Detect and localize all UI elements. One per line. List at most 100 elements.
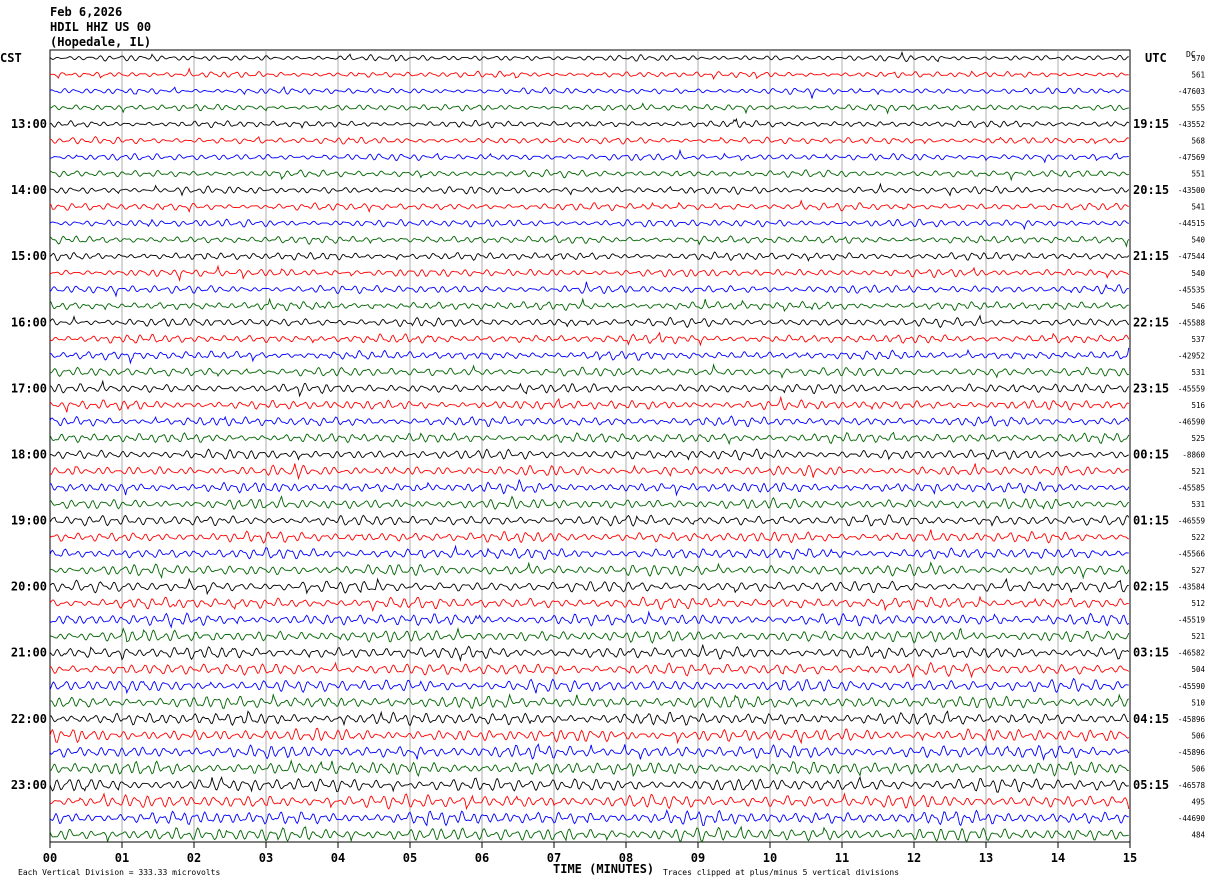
dc-offset-label: 568	[1191, 137, 1205, 146]
x-tick-label: 14	[1051, 851, 1065, 865]
trace-line	[49, 182, 1130, 197]
dc-offset-label: 555	[1191, 104, 1205, 113]
x-tick-label: 00	[43, 851, 57, 865]
dc-offset-label: 540	[1191, 269, 1205, 278]
dc-offset-label: 525	[1191, 434, 1205, 443]
dc-offset-label: 504	[1191, 665, 1205, 674]
scale-note: Each Vertical Division = 333.33 microvol…	[18, 868, 221, 877]
trace-line	[49, 661, 1130, 679]
trace-line	[49, 67, 1129, 80]
dc-offset-label: -45566	[1178, 550, 1206, 559]
trace-line	[49, 529, 1130, 544]
station-label: HDIL HHZ US 00	[50, 20, 152, 34]
trace-line	[49, 561, 1130, 580]
utc-hour-label: 02:15	[1133, 580, 1169, 594]
utc-hour-label: 23:15	[1133, 381, 1169, 395]
trace-line	[49, 395, 1130, 413]
cst-hour-label: 23:00	[11, 778, 47, 792]
dc-offset-label: 531	[1191, 500, 1205, 509]
x-tick-label: 05	[403, 851, 417, 865]
dc-offset-label: -43584	[1178, 583, 1206, 592]
utc-hour-label: 20:15	[1133, 183, 1169, 197]
trace-line	[49, 626, 1130, 644]
cst-hour-label: 18:00	[11, 447, 47, 461]
trace-line	[49, 331, 1130, 347]
trace-line	[49, 431, 1130, 446]
trace-line	[49, 102, 1129, 115]
trace-line	[49, 775, 1129, 794]
dc-offset-label: -43552	[1178, 120, 1205, 129]
dc-offset-label: 527	[1191, 566, 1205, 575]
dc-offset-label: -45588	[1178, 318, 1206, 327]
trace-line	[49, 235, 1130, 248]
dc-offset-header: DC	[1186, 50, 1196, 59]
trace-line	[49, 693, 1130, 709]
x-tick-label: 11	[835, 851, 849, 865]
trace-line	[49, 199, 1129, 214]
dc-offset-label: 506	[1191, 764, 1205, 773]
cst-hour-label: 15:00	[11, 249, 47, 263]
utc-hour-label: 22:15	[1133, 315, 1169, 329]
trace-line	[49, 595, 1129, 613]
dc-offset-label: 521	[1191, 467, 1205, 476]
trace-line	[49, 825, 1129, 843]
dc-offset-label: 537	[1191, 335, 1205, 344]
dc-offset-label: -47603	[1178, 87, 1205, 96]
x-tick-label: 06	[475, 851, 489, 865]
utc-hour-label: 19:15	[1133, 117, 1169, 131]
trace-line	[49, 495, 1130, 510]
x-tick-label: 13	[979, 851, 993, 865]
trace-line	[49, 363, 1129, 379]
trace-line	[49, 135, 1129, 145]
trace-line	[49, 677, 1129, 695]
trace-line	[49, 514, 1130, 527]
dc-offset-label: -45896	[1178, 715, 1206, 724]
x-tick-label: 02	[187, 851, 201, 865]
trace-line	[49, 710, 1129, 727]
cst-hour-label: 17:00	[11, 381, 47, 395]
cst-hour-label: 14:00	[11, 183, 47, 197]
dc-offset-label: -8860	[1182, 450, 1205, 459]
dc-offset-label: 546	[1191, 302, 1205, 311]
dc-offset-label: 570	[1191, 54, 1205, 63]
dc-offset-label: -42952	[1178, 351, 1205, 360]
x-tick-label: 08	[619, 851, 633, 865]
trace-line	[49, 347, 1130, 365]
x-tick-label: 10	[763, 851, 777, 865]
cst-hour-label: 21:00	[11, 646, 47, 660]
dc-offset-label: -44515	[1178, 219, 1205, 228]
x-tick-label: 15	[1123, 851, 1137, 865]
dc-offset-label: -45535	[1178, 285, 1205, 294]
trace-line	[49, 792, 1130, 811]
dc-offset-label: 551	[1191, 170, 1205, 179]
trace-line	[49, 168, 1129, 182]
trace-line	[49, 743, 1130, 761]
location-label: (Hopedale, IL)	[50, 35, 152, 49]
dc-offset-label: -44690	[1178, 814, 1206, 823]
plot-date: Feb 6,2026	[50, 5, 123, 19]
clip-note: Traces clipped at plus/minus 5 vertical …	[663, 868, 900, 877]
trace-line	[49, 218, 1129, 231]
dc-offset-label: 510	[1191, 698, 1205, 707]
x-tick-label: 01	[115, 851, 129, 865]
x-tick-label: 07	[547, 851, 561, 865]
dc-offset-label: -45590	[1178, 682, 1206, 691]
dc-offset-label: 484	[1191, 830, 1205, 839]
x-tick-label: 04	[331, 851, 345, 865]
trace-line	[49, 577, 1129, 596]
dc-offset-label: 495	[1191, 797, 1205, 806]
dc-offset-label: 541	[1191, 203, 1205, 212]
dc-offset-label: 516	[1191, 401, 1205, 410]
right-timezone-label: UTC	[1145, 51, 1167, 65]
dc-offset-label: -43500	[1178, 186, 1206, 195]
utc-hour-label: 21:15	[1133, 249, 1169, 263]
cst-hour-label: 13:00	[11, 117, 47, 131]
cst-hour-label: 22:00	[11, 712, 47, 726]
dc-offset-label: -46559	[1178, 517, 1205, 526]
trace-line	[49, 264, 1130, 283]
trace-line	[49, 463, 1129, 481]
trace-line	[49, 281, 1129, 298]
dc-offset-label: -46578	[1178, 781, 1206, 790]
trace-line	[49, 643, 1130, 663]
